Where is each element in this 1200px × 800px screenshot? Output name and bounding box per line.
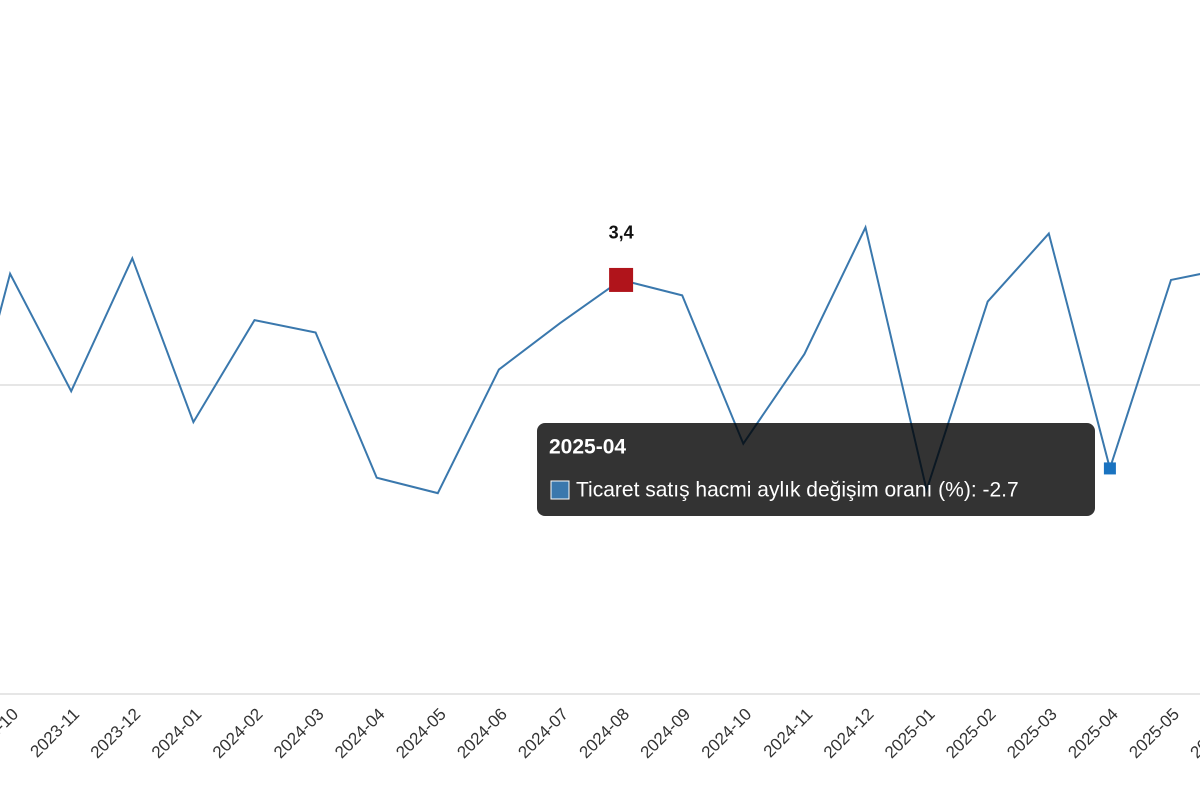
x-tick-label: 2025-06 xyxy=(1187,705,1200,763)
x-tick-label: 2025-03 xyxy=(1003,705,1061,763)
x-tick-label: 2024-09 xyxy=(637,705,695,763)
tooltip-label: Ticaret satış hacmi aylık değişim oranı … xyxy=(576,479,1019,502)
data-label: 3,4 xyxy=(609,223,634,243)
x-tick-label: 2024-11 xyxy=(760,705,817,762)
x-tick-label: 2024-10 xyxy=(698,705,756,763)
x-tick-label: 2024-08 xyxy=(576,705,634,763)
tooltip-swatch xyxy=(550,480,570,500)
highlight-point xyxy=(609,267,634,292)
x-tick-label: 2024-06 xyxy=(453,705,511,763)
tooltip-box xyxy=(537,423,1095,516)
x-tick-label: 2024-12 xyxy=(820,705,878,763)
x-tick-label: 2024-05 xyxy=(392,705,450,763)
x-tick-label: 2024-04 xyxy=(331,705,389,763)
x-tick-label: 2025-01 xyxy=(881,705,939,763)
x-tick-label: 2025-04 xyxy=(1064,705,1122,763)
x-tick-label: 2024-01 xyxy=(148,705,206,763)
x-tick-label: 2024-03 xyxy=(270,705,328,763)
line xyxy=(0,224,1200,495)
x-tick-label: 2024-07 xyxy=(514,705,572,763)
tooltip: 2025-04 Ticaret satış hacmi aylık değişim… xyxy=(537,423,1095,516)
x-tick-label: 2025-05 xyxy=(1125,705,1183,763)
x-tick-label: 2023-10 xyxy=(0,705,22,763)
x-tick-label: 2023-11 xyxy=(27,705,84,762)
x-tick-label: 2025-02 xyxy=(942,705,1000,763)
active-point xyxy=(1103,462,1116,475)
x-tick-label: 2024-02 xyxy=(209,705,267,763)
x-tick-label: 2023-12 xyxy=(87,705,145,763)
tooltip-title: 2025-04 xyxy=(549,436,626,459)
